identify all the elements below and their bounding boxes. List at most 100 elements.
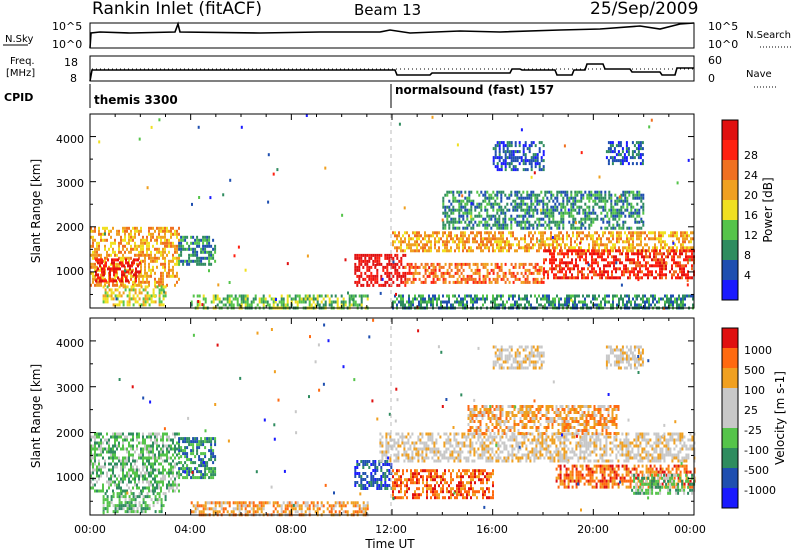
scatter-cell-1-0 — [108, 441, 110, 445]
scatter-cell-0-6 — [450, 249, 452, 253]
scatter-cell-0-1 — [119, 267, 121, 271]
scatter-cell-0-12 — [584, 300, 586, 304]
scatter-cell-0-9 — [622, 199, 625, 203]
scatter-cell-0-5 — [388, 259, 391, 263]
scatter-cell-0-7 — [512, 280, 515, 284]
scatter-cell-0-9 — [532, 202, 535, 206]
scatter-cell-0-6 — [424, 237, 426, 241]
scatter-cell-1-0 — [156, 483, 158, 487]
scatter-cell-0-9 — [526, 217, 529, 221]
scatter-cell-1-2 — [130, 501, 133, 505]
scatter-cell-0-12 — [392, 303, 394, 307]
scatter-cell-0-8 — [637, 270, 639, 274]
scatter-cell-0-9 — [594, 193, 597, 197]
scatter-cell-0-7 — [508, 271, 511, 275]
power-cbar-tick-16: 16 — [744, 209, 758, 222]
scatter-cell-0-4 — [348, 303, 351, 307]
scatter-cell-0-6 — [468, 249, 470, 253]
scatter-cell-0-0 — [140, 280, 142, 284]
scatter-cell-0-8 — [679, 249, 681, 253]
scatter-cell-0-6 — [456, 246, 458, 250]
scatter-cell-0-9 — [442, 196, 445, 200]
scatter-cell-0-8 — [593, 267, 595, 271]
scatter-cell-0-6 — [438, 246, 440, 250]
scatter-cell-0-6 — [462, 243, 464, 247]
scatter-cell-0-4 — [332, 300, 335, 304]
scatter-cell-0-9 — [454, 208, 457, 212]
scatter-cell-0-12 — [452, 294, 454, 298]
scatter-cell-1-0 — [154, 435, 156, 439]
scatter-cell-0-5 — [400, 280, 403, 284]
scatter-cell-0-5 — [374, 265, 377, 269]
scatter-cell-0-12 — [474, 294, 476, 298]
scatter-cell-0-6 — [430, 240, 432, 244]
scatter-cell-0-7 — [540, 268, 543, 272]
scatter-cell-0-5 — [366, 268, 369, 272]
scatter-cell-0-12 — [582, 300, 584, 304]
scatter-cell-0-0 — [130, 238, 132, 242]
scatter-cell-1-0 — [148, 486, 150, 490]
scatter-cell-0-9 — [504, 193, 507, 197]
scatter-cell-0-9 — [498, 226, 501, 230]
scatter-cell-0-0 — [128, 226, 130, 230]
scatter-cell-1-1 — [214, 437, 217, 441]
scatter-cell-0-8 — [591, 267, 593, 271]
scatter-cell-0-6 — [440, 237, 442, 241]
scatter-cell-1-0 — [162, 480, 164, 484]
scatter-cell-1-1 — [182, 470, 185, 474]
scatter-cell-0-0 — [168, 265, 170, 269]
scatter-cell-0-8 — [681, 276, 683, 280]
scatter-cell-0-8 — [579, 252, 581, 256]
scatter-cell-1-0 — [122, 471, 124, 475]
sparse-point — [381, 277, 384, 281]
scatter-cell-0-9 — [548, 223, 551, 227]
scatter-cell-0-0 — [138, 277, 140, 281]
scatter-cell-0-7 — [446, 268, 449, 272]
scatter-cell-0-8 — [665, 264, 667, 268]
scatter-cell-0-9 — [552, 199, 555, 203]
scatter-cell-1-0 — [90, 447, 92, 451]
scatter-cell-0-9 — [552, 220, 555, 224]
scatter-cell-0-7 — [476, 268, 479, 272]
scatter-cell-0-8 — [547, 276, 549, 280]
scatter-cell-1-0 — [150, 480, 152, 484]
scatter-cell-0-8 — [603, 264, 605, 268]
scatter-cell-1-0 — [116, 432, 118, 436]
scatter-cell-0-11 — [619, 159, 622, 163]
scatter-cell-0-8 — [609, 249, 611, 253]
scatter-cell-0-12 — [592, 297, 594, 301]
scatter-cell-0-2 — [146, 291, 149, 295]
scatter-cell-0-5 — [388, 262, 391, 266]
scatter-cell-0-8 — [611, 276, 613, 280]
scatter-cell-0-1 — [95, 258, 97, 262]
scatter-cell-0-0 — [166, 244, 168, 248]
scatter-cell-0-0 — [104, 226, 106, 230]
scatter-cell-0-10 — [492, 156, 495, 160]
scatter-cell-0-12 — [510, 303, 512, 307]
scatter-cell-0-9 — [470, 208, 473, 212]
scatter-cell-0-12 — [574, 300, 576, 304]
scatter-cell-0-6 — [488, 240, 490, 244]
scatter-cell-0-6 — [542, 237, 544, 241]
scatter-cell-1-0 — [156, 480, 158, 484]
scatter-cell-0-4 — [308, 303, 311, 307]
scatter-cell-0-0 — [162, 265, 164, 269]
scatter-cell-0-9 — [626, 226, 629, 230]
sparse-point — [620, 283, 623, 287]
scatter-cell-1-0 — [90, 474, 92, 478]
scatter-cell-1-0 — [172, 465, 174, 469]
scatter-cell-0-9 — [454, 217, 457, 221]
scatter-cell-0-9 — [576, 205, 579, 209]
scatter-cell-0-9 — [590, 211, 593, 215]
scatter-cell-0-6 — [616, 231, 618, 235]
scatter-cell-0-9 — [494, 214, 497, 218]
scatter-cell-1-2 — [118, 498, 121, 502]
scatter-cell-0-8 — [609, 261, 611, 265]
scatter-cell-0-0 — [172, 256, 174, 260]
scatter-cell-0-7 — [436, 277, 439, 281]
scatter-cell-0-7 — [466, 274, 469, 278]
scatter-cell-0-9 — [624, 190, 627, 194]
scatter-cell-0-7 — [430, 268, 433, 272]
scatter-cell-0-10 — [512, 168, 515, 172]
scatter-cell-0-7 — [406, 271, 409, 275]
